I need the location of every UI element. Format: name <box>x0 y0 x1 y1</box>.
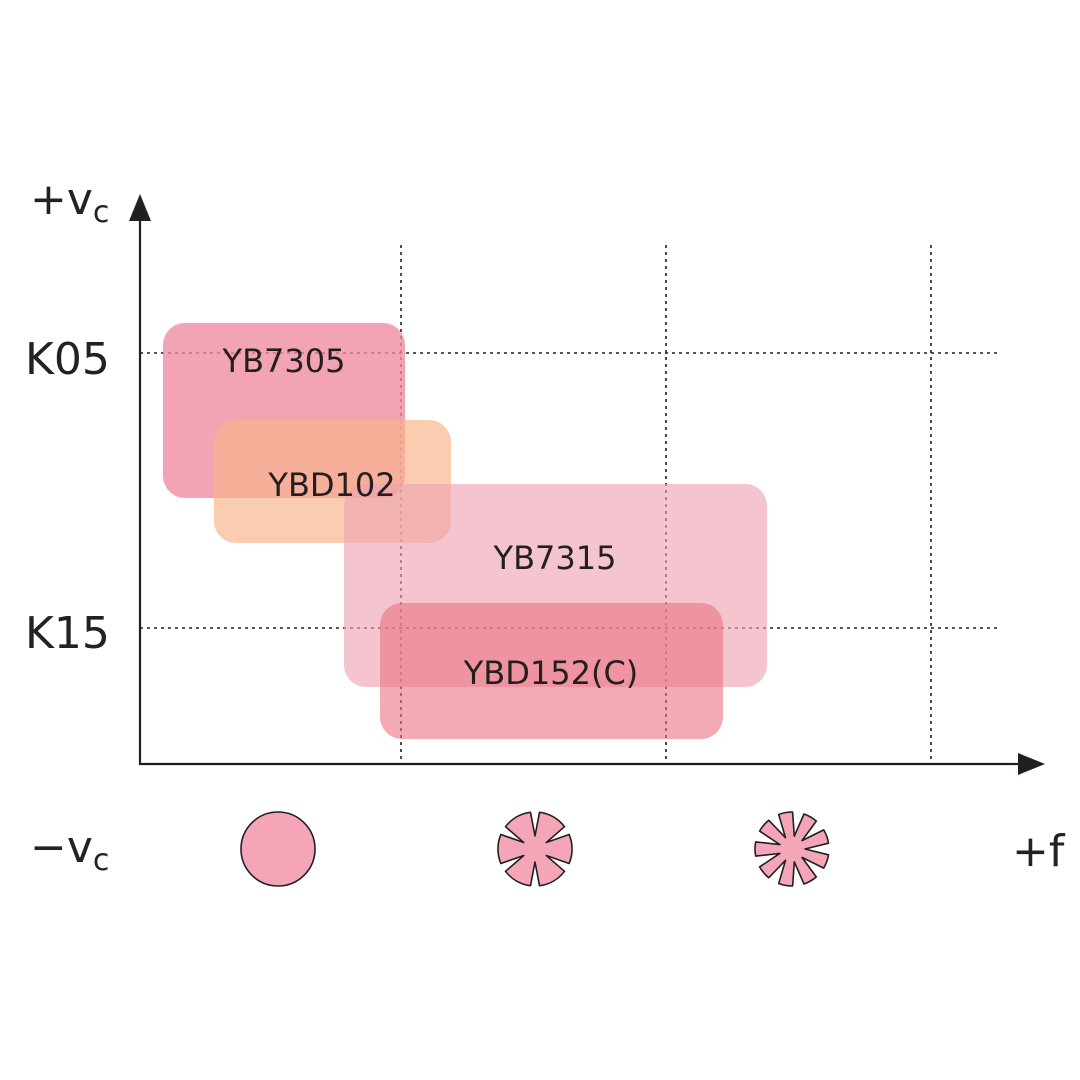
region-label-ybd152c: YBD152(C) <box>463 654 639 692</box>
y-tick-label-k05: K05 <box>25 334 110 385</box>
star-chip-icon <box>755 812 828 886</box>
y-axis-arrow-icon <box>129 194 151 221</box>
region-label-yb7305: YB7305 <box>222 342 346 380</box>
y-axis-positive-label: +vc <box>30 174 109 230</box>
chip-icons <box>241 812 829 886</box>
y-axis-positive-sub: c <box>93 195 110 230</box>
grooved-chip-icon <box>498 812 572 885</box>
round-chip-icon <box>241 812 315 886</box>
y-tick-label-k15: K15 <box>25 608 110 659</box>
y-axis-negative-label: −vc <box>30 822 109 878</box>
x-axis-positive-label: +f <box>1012 826 1066 877</box>
y-axis-negative-main: −v <box>30 822 93 873</box>
region-label-ybd102: YBD102 <box>267 466 395 504</box>
y-axis-positive-main: +v <box>30 174 93 225</box>
y-axis-negative-sub: c <box>93 843 110 878</box>
region-label-yb7315: YB7315 <box>493 539 617 577</box>
x-axis-arrow-icon <box>1018 753 1045 775</box>
